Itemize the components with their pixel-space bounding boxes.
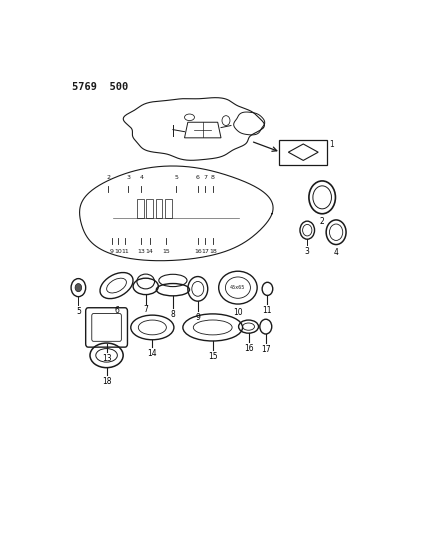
Text: 5769  500: 5769 500 bbox=[72, 83, 128, 92]
Text: 17: 17 bbox=[261, 345, 270, 354]
Text: 7: 7 bbox=[203, 175, 208, 180]
FancyBboxPatch shape bbox=[279, 140, 327, 165]
FancyBboxPatch shape bbox=[137, 199, 144, 218]
Text: 4: 4 bbox=[334, 248, 339, 257]
FancyBboxPatch shape bbox=[86, 308, 128, 347]
Text: 16: 16 bbox=[244, 344, 253, 353]
Text: 11: 11 bbox=[122, 248, 129, 254]
Text: 4: 4 bbox=[140, 175, 143, 180]
Text: 17: 17 bbox=[202, 248, 209, 254]
Text: 14: 14 bbox=[148, 349, 157, 358]
Text: 6: 6 bbox=[196, 175, 200, 180]
Text: 18: 18 bbox=[209, 248, 217, 254]
Text: 45x65: 45x65 bbox=[230, 285, 246, 290]
Text: 8: 8 bbox=[211, 175, 215, 180]
Text: 5: 5 bbox=[76, 306, 81, 316]
Text: 7: 7 bbox=[143, 305, 148, 314]
Text: 6: 6 bbox=[114, 306, 119, 315]
Text: 15: 15 bbox=[162, 248, 170, 254]
Text: 2: 2 bbox=[320, 217, 324, 226]
Text: 9: 9 bbox=[110, 248, 113, 254]
Text: 18: 18 bbox=[102, 377, 111, 386]
Text: 8: 8 bbox=[170, 310, 175, 319]
Text: 14: 14 bbox=[146, 248, 154, 254]
Text: 1: 1 bbox=[329, 140, 333, 149]
Text: 15: 15 bbox=[208, 352, 217, 361]
Text: 3: 3 bbox=[126, 175, 130, 180]
Text: 10: 10 bbox=[114, 248, 122, 254]
FancyBboxPatch shape bbox=[165, 199, 172, 218]
Text: 5: 5 bbox=[174, 175, 178, 180]
Text: 11: 11 bbox=[263, 306, 272, 315]
Circle shape bbox=[75, 284, 82, 292]
Text: 9: 9 bbox=[195, 313, 200, 322]
Text: 10: 10 bbox=[233, 308, 243, 317]
Text: 13: 13 bbox=[137, 248, 146, 254]
FancyBboxPatch shape bbox=[156, 199, 162, 218]
Text: 16: 16 bbox=[194, 248, 202, 254]
FancyBboxPatch shape bbox=[146, 199, 153, 218]
Text: 2: 2 bbox=[106, 175, 110, 180]
FancyBboxPatch shape bbox=[92, 313, 122, 341]
Text: 13: 13 bbox=[102, 354, 111, 363]
Text: 3: 3 bbox=[305, 247, 310, 256]
